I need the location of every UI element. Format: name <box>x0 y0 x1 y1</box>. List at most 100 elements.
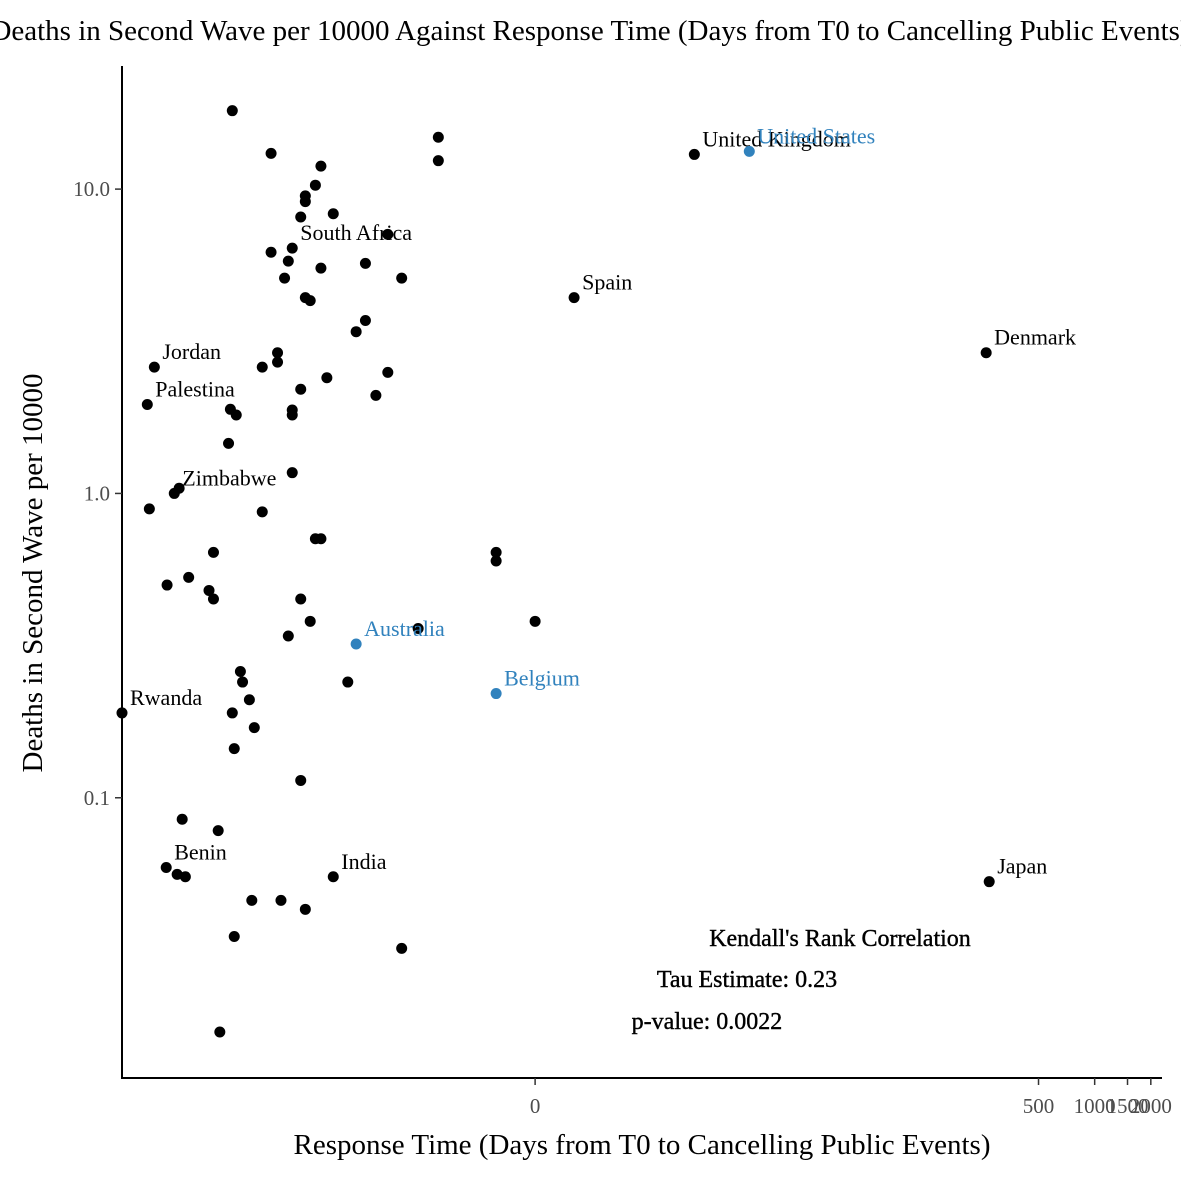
point <box>350 638 362 650</box>
point-label: United States <box>757 123 875 148</box>
point <box>228 743 240 755</box>
point <box>299 903 311 915</box>
point <box>382 228 394 240</box>
point <box>161 579 173 591</box>
point <box>983 876 995 888</box>
point-label: Spain <box>582 270 632 295</box>
y-tick-label: 10.0 <box>73 177 110 201</box>
point <box>490 688 502 700</box>
point-label: Australia <box>364 616 445 641</box>
point <box>315 160 327 172</box>
point <box>309 179 321 191</box>
point-label: Jordan <box>162 339 221 364</box>
point <box>299 196 311 208</box>
point <box>256 361 268 373</box>
point <box>246 894 258 906</box>
point <box>282 255 294 267</box>
point <box>490 555 502 567</box>
annotation: Kendall's Rank Correlation <box>709 926 971 952</box>
point <box>396 272 408 284</box>
point <box>226 707 238 719</box>
point <box>315 533 327 545</box>
point-label: Benin <box>174 840 227 865</box>
point <box>272 356 284 368</box>
point <box>359 257 371 269</box>
point <box>226 105 238 117</box>
point <box>342 676 354 688</box>
point-label: Denmark <box>994 325 1076 350</box>
point-label: Palestina <box>155 376 235 401</box>
point <box>568 292 580 304</box>
point <box>432 155 444 167</box>
point-label: Zimbabwe <box>182 465 276 490</box>
point <box>279 272 291 284</box>
point <box>160 862 172 874</box>
point-label: Belgium <box>504 666 580 691</box>
point <box>743 145 755 157</box>
point <box>295 774 307 786</box>
point <box>529 615 541 627</box>
point <box>207 593 219 605</box>
point <box>382 366 394 378</box>
point <box>275 894 287 906</box>
chart-title: Deaths in Second Wave per 10000 Against … <box>0 15 1181 47</box>
point <box>237 676 249 688</box>
x-tick-label: 1000 <box>1074 1094 1116 1118</box>
annotation: p-value: 0.0022 <box>632 1009 783 1035</box>
point <box>327 871 339 883</box>
point <box>256 506 268 518</box>
point <box>228 931 240 943</box>
x-tick-label: 0 <box>530 1094 541 1118</box>
point <box>359 315 371 327</box>
point-label: South Africa <box>300 220 412 245</box>
point <box>243 694 255 706</box>
point <box>432 131 444 143</box>
point <box>321 372 333 384</box>
point <box>265 246 277 258</box>
x-tick-label: 1500 <box>1107 1094 1149 1118</box>
point <box>327 208 339 220</box>
point <box>304 295 316 307</box>
point <box>980 347 992 359</box>
point <box>282 630 294 642</box>
point <box>212 825 224 837</box>
point <box>272 347 284 359</box>
point <box>295 593 307 605</box>
y-tick-label: 1.0 <box>84 481 110 505</box>
point <box>370 389 382 401</box>
point <box>286 467 298 479</box>
point <box>315 262 327 274</box>
point <box>396 942 408 954</box>
point-label: United Kingdom <box>702 126 851 151</box>
point-label: Japan <box>997 854 1047 879</box>
point <box>304 615 316 627</box>
point <box>179 871 191 883</box>
point-label: India <box>341 849 386 874</box>
point <box>295 211 307 223</box>
point <box>286 242 298 254</box>
annotation: Tau Estimate: 0.23 <box>657 967 837 993</box>
point <box>248 722 260 734</box>
point <box>286 409 298 421</box>
point <box>350 326 362 338</box>
point <box>183 571 195 583</box>
point <box>688 148 700 160</box>
y-tick-label: 0.1 <box>84 786 110 810</box>
point <box>148 361 160 373</box>
point <box>230 409 242 421</box>
point-label: Rwanda <box>130 685 202 710</box>
x-axis-title: Response Time (Days from T0 to Cancellin… <box>293 1129 990 1161</box>
point <box>168 487 180 499</box>
point <box>234 665 246 677</box>
x-tick-label: 2000 <box>1130 1094 1172 1118</box>
point <box>412 622 424 634</box>
point <box>116 707 128 719</box>
point <box>490 546 502 558</box>
x-tick-label: 500 <box>1023 1094 1055 1118</box>
point <box>295 383 307 395</box>
point <box>141 398 153 410</box>
point <box>265 147 277 159</box>
y-axis-title: Deaths in Second Wave per 10000 <box>17 373 49 772</box>
point <box>207 546 219 558</box>
